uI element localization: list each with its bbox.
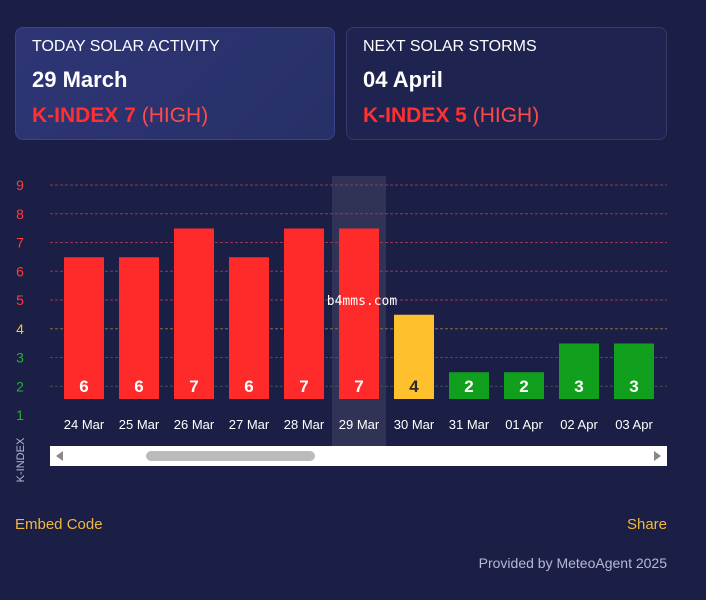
bar xyxy=(394,314,434,399)
scroll-thumb[interactable] xyxy=(146,451,315,461)
embed-code-link[interactable]: Embed Code xyxy=(15,516,103,533)
x-tick-label: 28 Mar xyxy=(284,417,325,432)
bar xyxy=(449,372,489,399)
x-tick-label: 29 Mar xyxy=(339,417,380,432)
y-tick-label: 4 xyxy=(16,321,24,337)
today-label: TODAY SOLAR ACTIVITY xyxy=(32,38,220,55)
x-tick-label: 25 Mar xyxy=(119,417,160,432)
y-tick-label: 1 xyxy=(16,407,24,423)
y-tick-label: 6 xyxy=(16,263,24,279)
y-tick-label: 3 xyxy=(16,350,24,366)
y-tick-label: 7 xyxy=(16,235,24,251)
today-kindex-level: (HIGH) xyxy=(141,104,209,127)
x-tick-label: 24 Mar xyxy=(64,417,105,432)
provided-by-text: Provided by MeteoAgent 2025 xyxy=(478,555,667,571)
x-tick-label: 31 Mar xyxy=(449,417,490,432)
y-tick-label: 8 xyxy=(16,206,24,222)
today-kindex: K-INDEX 7 (HIGH) xyxy=(32,104,318,128)
x-tick-label: 03 Apr xyxy=(615,417,653,432)
bar-value-label: 4 xyxy=(409,377,419,396)
chart-scrollbar[interactable] xyxy=(50,446,667,466)
bar-value-label: 3 xyxy=(574,377,583,396)
bar xyxy=(174,228,214,399)
bar xyxy=(64,257,104,399)
bar xyxy=(339,228,379,399)
bar-value-label: 7 xyxy=(354,377,363,396)
bar-value-label: 7 xyxy=(189,377,198,396)
x-tick-label: 26 Mar xyxy=(174,417,215,432)
bar-value-label: 6 xyxy=(244,377,253,396)
next-label: NEXT SOLAR STORMS xyxy=(363,38,537,55)
share-link[interactable]: Share xyxy=(626,516,667,533)
y-axis-label: K-INDEX xyxy=(15,437,27,482)
next-kindex: K-INDEX 5 (HIGH) xyxy=(363,104,650,128)
x-tick-label: 02 Apr xyxy=(560,417,598,432)
bar xyxy=(614,343,654,399)
x-tick-label: 01 Apr xyxy=(505,417,543,432)
bar xyxy=(119,257,159,399)
today-kindex-value: K-INDEX 7 xyxy=(32,104,136,127)
next-storms-card: NEXT SOLAR STORMS 04 April K-INDEX 5 (HI… xyxy=(346,27,667,140)
bar-value-label: 3 xyxy=(629,377,638,396)
bar-value-label: 6 xyxy=(134,377,143,396)
today-date: 29 March xyxy=(32,67,128,92)
bar xyxy=(559,343,599,399)
scroll-left-icon[interactable] xyxy=(56,451,63,461)
bar-value-label: 7 xyxy=(299,377,308,396)
y-tick-label: 9 xyxy=(16,177,24,193)
y-tick-label: 5 xyxy=(16,292,24,308)
watermark-text: b4mms.com xyxy=(327,294,398,309)
y-tick-label: 2 xyxy=(16,378,24,394)
x-tick-label: 30 Mar xyxy=(394,417,435,432)
next-date: 04 April xyxy=(363,67,443,92)
today-activity-card: TODAY SOLAR ACTIVITY 29 March K-INDEX 7 … xyxy=(15,27,335,140)
bar-value-label: 2 xyxy=(464,377,473,396)
bar-value-label: 2 xyxy=(519,377,528,396)
next-kindex-level: (HIGH) xyxy=(472,104,540,127)
x-tick-label: 27 Mar xyxy=(229,417,270,432)
scroll-right-icon[interactable] xyxy=(654,451,661,461)
bar xyxy=(284,228,324,399)
bar-value-label: 6 xyxy=(79,377,88,396)
bar xyxy=(229,257,269,399)
next-kindex-value: K-INDEX 5 xyxy=(363,104,467,127)
bar xyxy=(504,372,544,399)
